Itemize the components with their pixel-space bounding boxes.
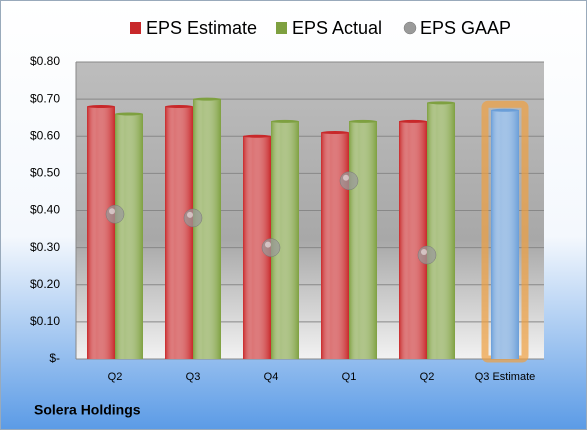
legend-swatch <box>276 22 287 34</box>
gaap-point <box>261 238 281 257</box>
bar-top <box>243 134 271 138</box>
footer: Solera Holdings <box>34 402 141 418</box>
x-tick-label: Q4 <box>264 371 279 383</box>
gaap-point <box>417 245 437 265</box>
y-tick-label: $- <box>49 351 60 365</box>
gaap-point <box>339 171 359 191</box>
gaap-shine <box>343 174 349 181</box>
x-tick-label: Q1 <box>342 371 357 383</box>
bar-top <box>193 97 221 101</box>
legend-swatch <box>403 21 417 35</box>
bar-top <box>271 119 299 123</box>
gaap-point <box>105 204 125 224</box>
bar-top <box>165 105 193 109</box>
legend-label: EPS GAAP <box>420 18 511 38</box>
bar-top <box>115 112 143 116</box>
x-tick-label: Q2 <box>108 371 123 383</box>
x-tick-label: Q2 <box>420 371 435 383</box>
y-tick-label: $0.40 <box>30 203 60 217</box>
bar-shine <box>491 110 519 359</box>
bar-top <box>321 131 349 135</box>
bar-top <box>491 108 519 112</box>
bar-shine <box>165 106 193 359</box>
gaap-shine <box>265 241 271 248</box>
bar-top <box>427 101 455 105</box>
y-tick-label: $0.60 <box>30 128 60 142</box>
y-tick-label: $0.80 <box>30 54 60 68</box>
y-tick-label: $0.20 <box>30 277 60 291</box>
y-tick-label: $0.10 <box>30 314 60 328</box>
bar-top <box>87 105 115 109</box>
x-tick-label: Q3 Estimate <box>475 371 536 383</box>
gaap-shine <box>187 211 193 218</box>
legend-swatch <box>130 22 141 34</box>
legend-label: EPS Actual <box>292 18 382 38</box>
gaap-shine <box>109 208 115 215</box>
bar-shine <box>321 132 349 359</box>
y-tick-label: $0.30 <box>30 240 60 254</box>
bar-shine <box>399 121 427 360</box>
bar-shine <box>115 113 143 359</box>
gaap-shine <box>421 249 427 256</box>
bar-shine <box>193 99 221 359</box>
legend-label: EPS Estimate <box>146 18 257 38</box>
bar-shine <box>87 106 115 359</box>
y-tick-label: $0.50 <box>30 166 60 180</box>
gaap-point <box>183 208 203 228</box>
bar-shine <box>427 102 455 360</box>
bar-shine <box>349 121 377 360</box>
y-tick-label: $0.70 <box>30 91 60 105</box>
x-tick-label: Q3 <box>186 371 201 383</box>
bar-top <box>399 119 427 123</box>
bar-top <box>349 119 377 123</box>
